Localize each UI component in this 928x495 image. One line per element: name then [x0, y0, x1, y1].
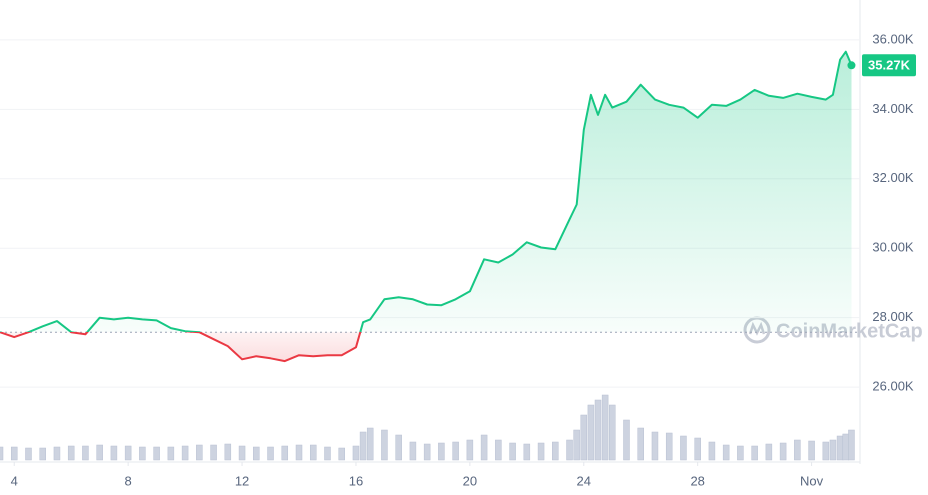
- volume-bar: [637, 427, 644, 461]
- x-tick-label: Nov: [800, 473, 824, 488]
- y-tick-label: 28.00K: [872, 309, 914, 324]
- volume-bar: [409, 441, 417, 461]
- volume-bar: [822, 441, 830, 461]
- volume-bar: [423, 443, 431, 461]
- volume-bar: [509, 442, 516, 461]
- volume-bar: [495, 439, 502, 461]
- volume-bar: [210, 444, 217, 461]
- x-tick-label: 16: [349, 473, 363, 488]
- volume-bar: [295, 444, 303, 461]
- volume-bar: [651, 431, 659, 461]
- volume-bar: [224, 443, 232, 461]
- volume-bar: [181, 445, 189, 461]
- volume-bar: [124, 445, 132, 461]
- volume-bar: [96, 444, 103, 461]
- volume-bar: [623, 419, 630, 461]
- volume-bar: [281, 445, 289, 461]
- volume-bar: [751, 445, 758, 461]
- volume-bar: [153, 446, 160, 461]
- volume-bar: [53, 446, 61, 461]
- volume-bar: [196, 444, 203, 461]
- volume-bar: [324, 446, 331, 461]
- volume-bar: [601, 394, 609, 461]
- x-tick-label: 20: [463, 473, 477, 488]
- volume-bar: [480, 434, 488, 461]
- volume-bar: [808, 440, 815, 461]
- y-tick-label: 36.00K: [872, 31, 914, 46]
- volume-bar: [794, 439, 801, 461]
- volume-bar: [842, 433, 850, 461]
- volume-bar: [573, 429, 580, 461]
- volume-bar: [665, 432, 673, 461]
- volume-bar: [309, 444, 317, 461]
- volume-bar: [765, 443, 773, 461]
- volume-bar: [722, 444, 730, 461]
- volume-bar: [267, 446, 274, 461]
- price-tag-label: 35.27K: [868, 58, 911, 73]
- x-tick-label: 28: [690, 473, 704, 488]
- volume-bar: [39, 447, 46, 461]
- volume-bar: [694, 437, 701, 461]
- volume-bar: [395, 434, 402, 461]
- volume-bar: [338, 447, 345, 461]
- volume-bar: [82, 445, 89, 461]
- volume-bar: [253, 446, 260, 461]
- volume-bar: [594, 399, 602, 461]
- y-tick-label: 32.00K: [872, 170, 914, 185]
- volume-bar: [452, 441, 459, 461]
- price-tag: [862, 54, 916, 77]
- volume-bar: [523, 443, 531, 461]
- volume-bar: [466, 439, 474, 461]
- volume-bar: [737, 445, 744, 461]
- volume-bar: [537, 442, 545, 461]
- volume-bar: [139, 446, 146, 461]
- volume-bar: [110, 445, 118, 461]
- x-tick-label: 4: [11, 473, 18, 488]
- volume-bar: [587, 404, 595, 461]
- price-line: [0, 50, 853, 363]
- volume-bar: [0, 446, 4, 461]
- volume-bar: [167, 446, 175, 461]
- price-area: [0, 51, 852, 362]
- volume-bar: [708, 441, 716, 461]
- x-tick-label: 8: [125, 473, 132, 488]
- volume-bar: [438, 442, 445, 461]
- x-tick-label: 24: [577, 473, 591, 488]
- volume-bar: [566, 439, 573, 461]
- volume-bar: [609, 404, 616, 461]
- volume-bar: [848, 429, 855, 461]
- volume-bar: [359, 431, 367, 461]
- volume-bar: [381, 429, 388, 461]
- y-tick-label: 26.00K: [872, 379, 914, 394]
- volume-bar: [352, 445, 360, 461]
- volume-bar: [238, 445, 246, 461]
- volume-bar: [552, 441, 559, 461]
- volume-bar: [366, 427, 374, 461]
- volume-bar: [67, 445, 75, 461]
- volume-bar: [10, 446, 18, 461]
- volume-bar: [829, 439, 837, 461]
- volume-bar: [836, 435, 844, 461]
- volume-bar: [580, 414, 588, 461]
- volume-bar: [779, 442, 787, 461]
- x-tick-label: 12: [235, 473, 249, 488]
- y-tick-label: 30.00K: [872, 240, 914, 255]
- last-price-dot: [847, 61, 856, 70]
- volume-bar: [680, 435, 687, 461]
- y-tick-label: 34.00K: [872, 101, 914, 116]
- volume-bar: [25, 447, 32, 461]
